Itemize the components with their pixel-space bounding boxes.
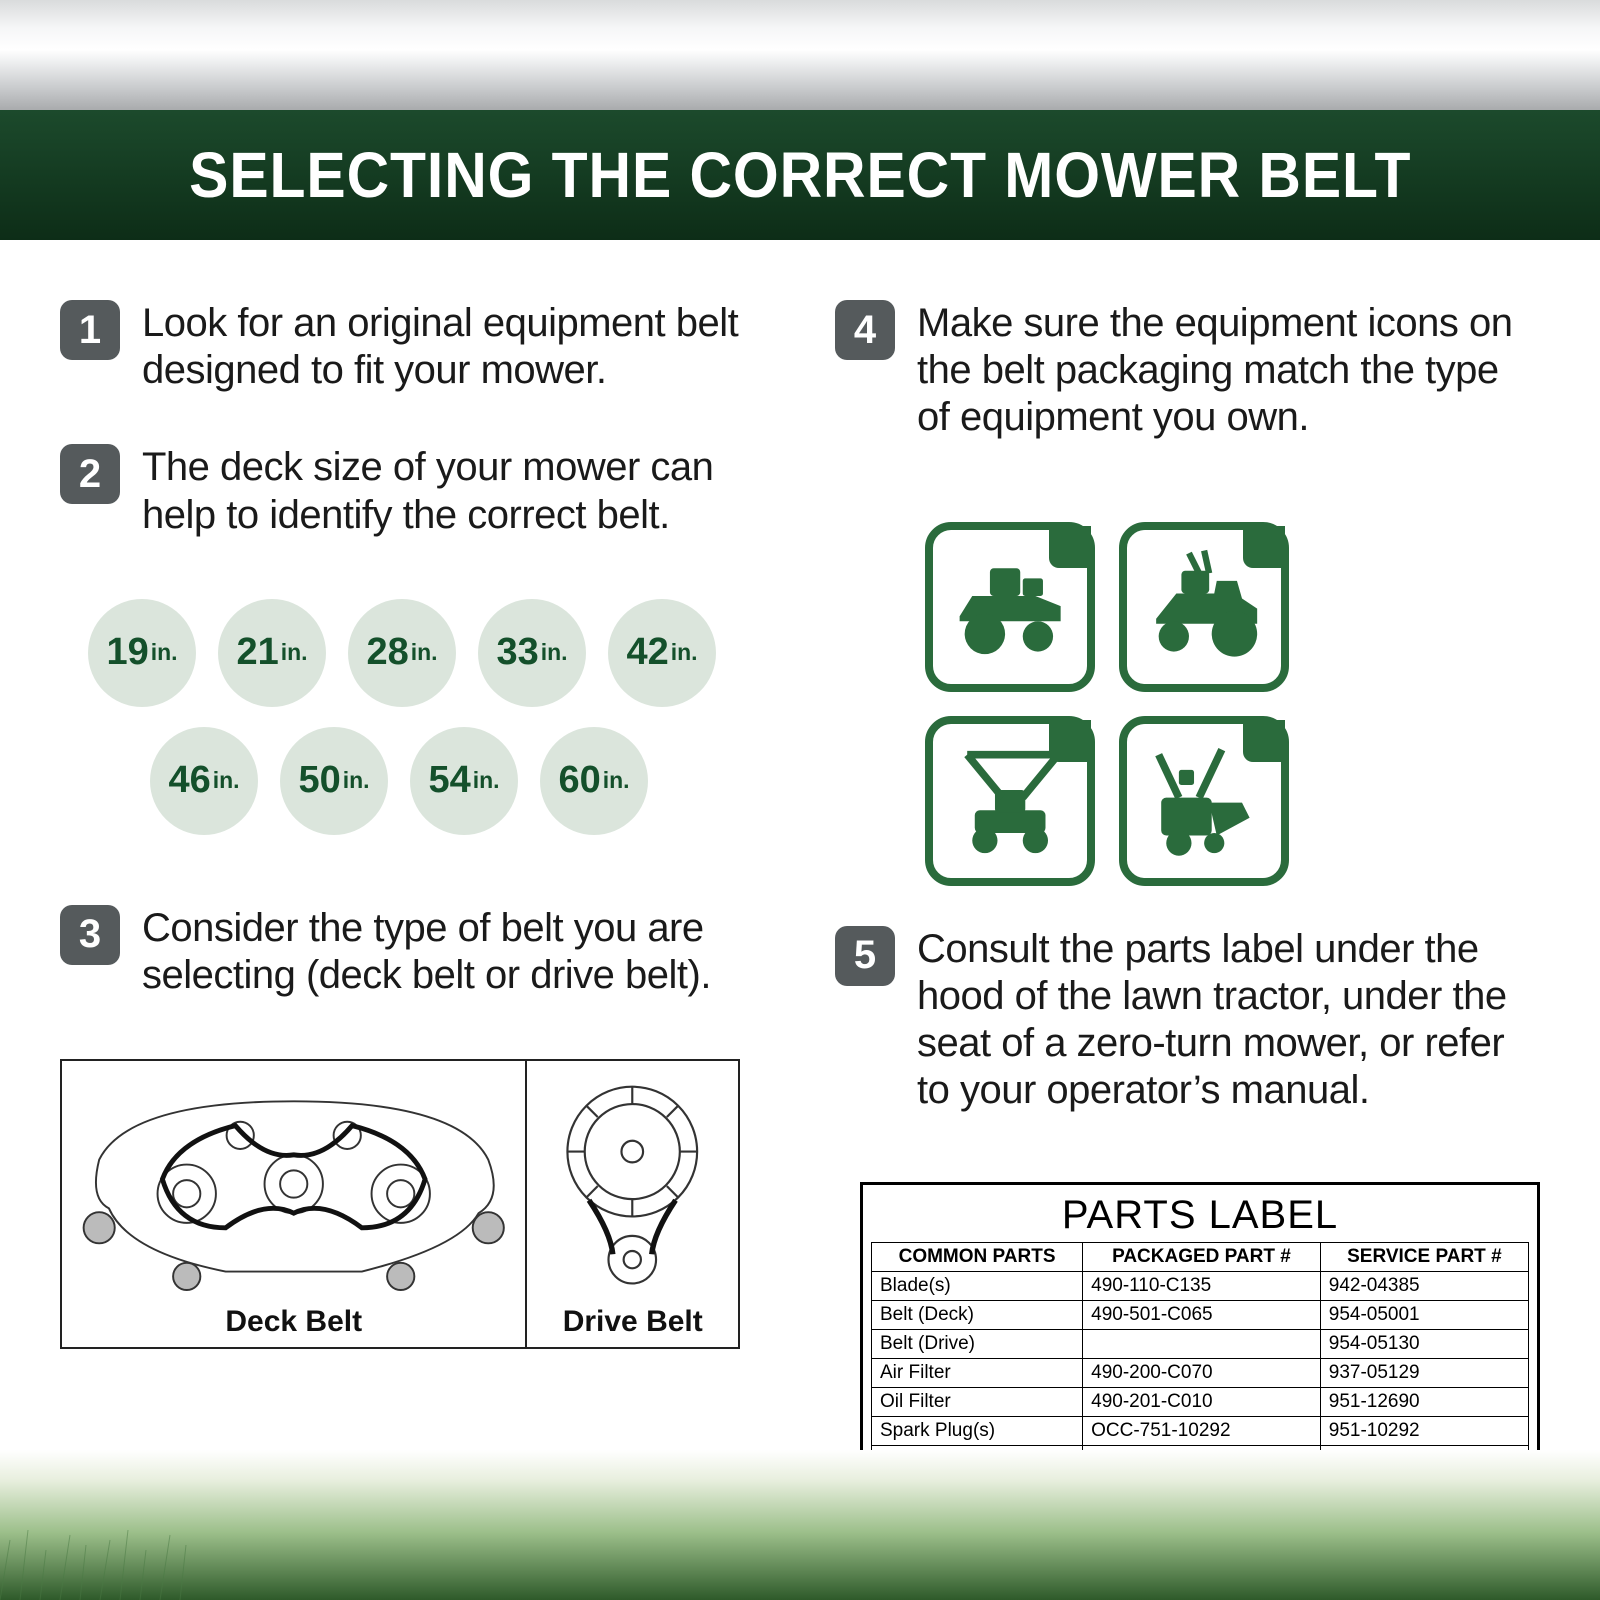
step-3-badge: 3: [60, 905, 120, 965]
deck-size-chip: 21in.: [218, 599, 326, 707]
snow-thrower-icon: [1119, 716, 1289, 886]
title-bar: SELECTING THE CORRECT MOWER BELT: [0, 110, 1600, 240]
step-2-text: The deck size of your mower can help to …: [142, 444, 765, 538]
left-column: 1 Look for an original equipment belt de…: [60, 300, 765, 1480]
step-3: 3 Consider the type of belt you are sele…: [60, 905, 765, 999]
right-column: 4 Make sure the equipment icons on the b…: [835, 300, 1540, 1480]
drive-belt-illustration: [535, 1069, 730, 1299]
deck-size-chip: 60in.: [540, 727, 648, 835]
zero-turn-mower-icon: [1119, 522, 1289, 692]
table-row: Oil Filter490-201-C010951-12690: [872, 1388, 1529, 1417]
parts-col-3: SERVICE PART #: [1320, 1243, 1528, 1272]
drive-belt-caption: Drive Belt: [563, 1305, 703, 1339]
step-4-text: Make sure the equipment icons on the bel…: [917, 300, 1540, 442]
table-row: Belt (Drive)954-05130: [872, 1330, 1529, 1359]
riding-tractor-icon: [925, 522, 1095, 692]
equipment-icon-grid: [925, 522, 1540, 886]
grass-footer: [0, 1450, 1600, 1600]
parts-col-1: COMMON PARTS: [872, 1243, 1083, 1272]
step-5-badge: 5: [835, 926, 895, 986]
page-title: SELECTING THE CORRECT MOWER BELT: [189, 138, 1411, 212]
deck-size-chip: 46in.: [150, 727, 258, 835]
deck-belt-illustration: [70, 1069, 517, 1299]
step-1-text: Look for an original equipment belt desi…: [142, 300, 765, 394]
table-row: Spark Plug(s)OCC-751-10292951-10292: [872, 1417, 1529, 1446]
deck-belt-panel: Deck Belt: [62, 1061, 527, 1347]
parts-col-2: PACKAGED PART #: [1083, 1243, 1321, 1272]
header-gradient: [0, 0, 1600, 110]
deck-size-row-1: 19in. 21in. 28in. 33in. 42in.: [88, 599, 765, 707]
belt-diagram-box: Deck Belt: [60, 1059, 740, 1349]
step-1-badge: 1: [60, 300, 120, 360]
deck-size-chip: 54in.: [410, 727, 518, 835]
push-mower-icon: [925, 716, 1095, 886]
deck-size-row-2: 46in. 50in. 54in. 60in.: [150, 727, 765, 835]
table-row: Air Filter490-200-C070937-05129: [872, 1359, 1529, 1388]
table-row: Belt (Deck)490-501-C065954-05001: [872, 1301, 1529, 1330]
step-2: 2 The deck size of your mower can help t…: [60, 444, 765, 538]
step-1: 1 Look for an original equipment belt de…: [60, 300, 765, 394]
table-row: Blade(s)490-110-C135942-04385: [872, 1272, 1529, 1301]
parts-header-row: COMMON PARTS PACKAGED PART # SERVICE PAR…: [872, 1243, 1529, 1272]
deck-size-chip: 19in.: [88, 599, 196, 707]
parts-label-title: PARTS LABEL: [871, 1193, 1529, 1238]
deck-size-chip: 50in.: [280, 727, 388, 835]
step-5-text: Consult the parts label under the hood o…: [917, 926, 1540, 1115]
step-4-badge: 4: [835, 300, 895, 360]
step-4: 4 Make sure the equipment icons on the b…: [835, 300, 1540, 442]
deck-belt-caption: Deck Belt: [225, 1305, 362, 1339]
step-2-badge: 2: [60, 444, 120, 504]
drive-belt-panel: Drive Belt: [527, 1061, 738, 1347]
step-5: 5 Consult the parts label under the hood…: [835, 926, 1540, 1115]
deck-size-chip: 28in.: [348, 599, 456, 707]
deck-size-list: 19in. 21in. 28in. 33in. 42in. 46in. 50in…: [88, 599, 765, 855]
deck-size-chip: 33in.: [478, 599, 586, 707]
deck-size-chip: 42in.: [608, 599, 716, 707]
content-area: 1 Look for an original equipment belt de…: [0, 300, 1600, 1480]
step-3-text: Consider the type of belt you are select…: [142, 905, 765, 999]
